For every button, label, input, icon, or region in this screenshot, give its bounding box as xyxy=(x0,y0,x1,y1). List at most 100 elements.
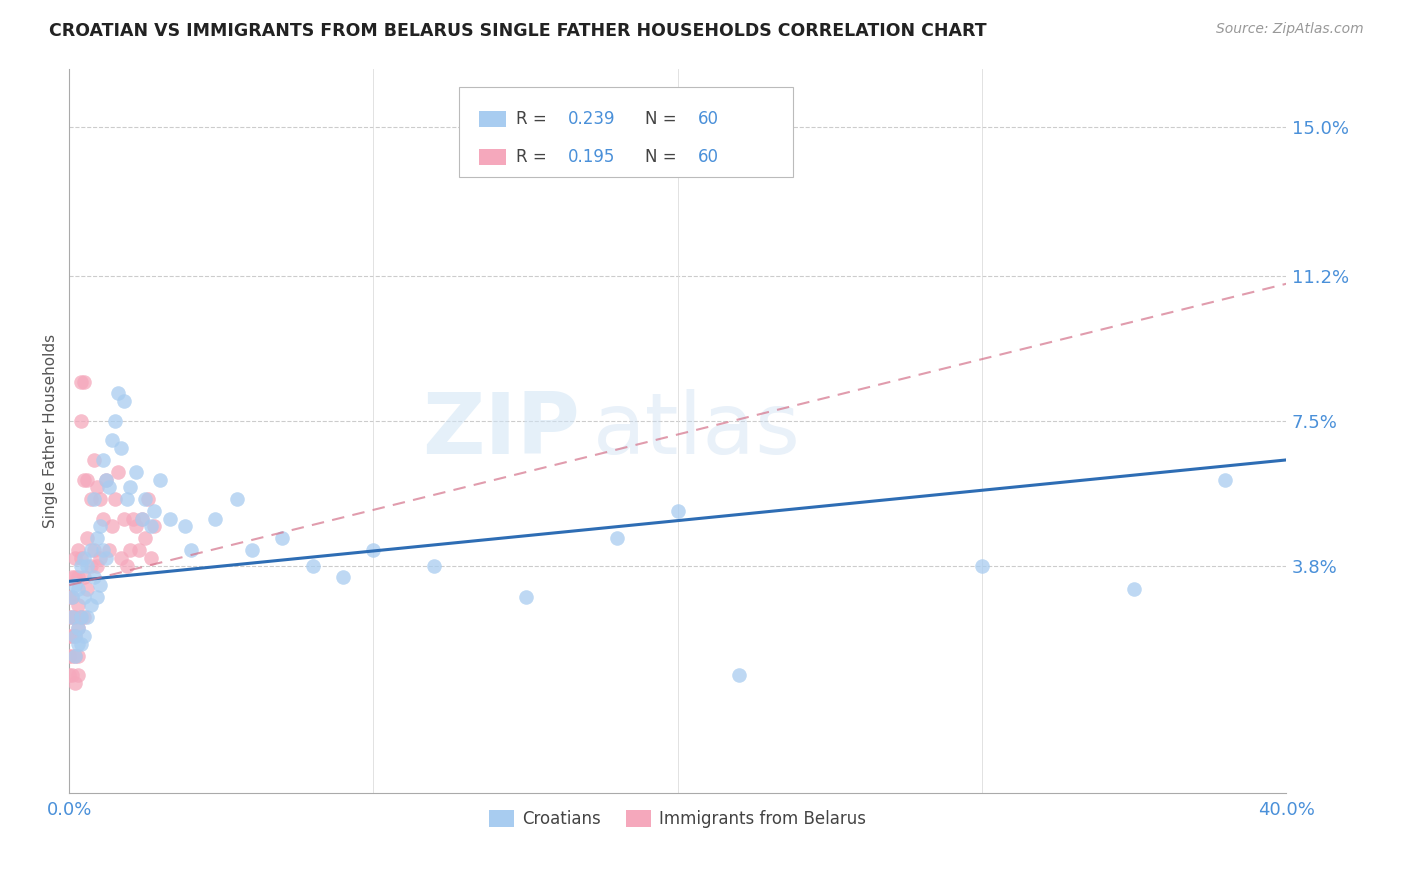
Point xyxy=(970,558,993,573)
Point xyxy=(70,637,93,651)
Point xyxy=(58,668,80,682)
Text: CROATIAN VS IMMIGRANTS FROM BELARUS SINGLE FATHER HOUSEHOLDS CORRELATION CHART: CROATIAN VS IMMIGRANTS FROM BELARUS SING… xyxy=(49,22,987,40)
Point xyxy=(180,543,202,558)
Point xyxy=(423,558,446,573)
Point xyxy=(97,543,120,558)
Point xyxy=(86,531,108,545)
Point xyxy=(73,570,96,584)
Legend: Croatians, Immigrants from Belarus: Croatians, Immigrants from Belarus xyxy=(482,804,873,835)
Point xyxy=(79,558,101,573)
Point xyxy=(86,480,108,494)
Point xyxy=(65,629,87,643)
Point xyxy=(79,598,101,612)
Point xyxy=(666,504,689,518)
Point xyxy=(91,543,114,558)
Point xyxy=(515,590,537,604)
Point xyxy=(60,570,83,584)
Text: 0.195: 0.195 xyxy=(568,148,616,166)
Point xyxy=(83,543,105,558)
Point xyxy=(332,570,354,584)
Point xyxy=(70,609,93,624)
Point xyxy=(65,648,87,663)
Point xyxy=(67,598,90,612)
Point xyxy=(60,590,83,604)
Point xyxy=(136,492,159,507)
Point xyxy=(125,465,148,479)
Point xyxy=(76,531,98,545)
Point xyxy=(67,582,90,596)
Point xyxy=(67,621,90,635)
Bar xyxy=(479,149,506,165)
Point xyxy=(83,453,105,467)
Point xyxy=(134,531,156,545)
Point xyxy=(89,492,111,507)
Point xyxy=(125,519,148,533)
Point xyxy=(122,511,145,525)
Point xyxy=(271,531,294,545)
Point xyxy=(89,578,111,592)
Text: R =: R = xyxy=(516,111,551,128)
Point xyxy=(94,550,117,565)
Point xyxy=(112,394,135,409)
Point xyxy=(143,504,166,518)
Text: 0.239: 0.239 xyxy=(568,111,616,128)
Point xyxy=(727,668,749,682)
Point xyxy=(159,511,181,525)
Point xyxy=(1213,473,1236,487)
Point xyxy=(73,629,96,643)
Text: R =: R = xyxy=(516,148,551,166)
Point xyxy=(149,473,172,487)
Point xyxy=(67,668,90,682)
Point xyxy=(79,543,101,558)
Point xyxy=(65,609,87,624)
Point xyxy=(60,668,83,682)
Point xyxy=(73,473,96,487)
Text: N =: N = xyxy=(645,111,682,128)
Point xyxy=(104,414,127,428)
Point xyxy=(73,550,96,565)
Point xyxy=(73,590,96,604)
Point xyxy=(58,609,80,624)
Text: N =: N = xyxy=(645,148,682,166)
Point xyxy=(65,648,87,663)
Point xyxy=(58,629,80,643)
Point xyxy=(363,543,385,558)
Point xyxy=(112,511,135,525)
Point xyxy=(101,519,124,533)
Text: ZIP: ZIP xyxy=(423,389,581,472)
Point xyxy=(67,621,90,635)
Point xyxy=(120,543,142,558)
Point xyxy=(83,570,105,584)
Point xyxy=(225,492,247,507)
Point xyxy=(110,550,132,565)
Point xyxy=(58,648,80,663)
Point xyxy=(60,629,83,643)
Point xyxy=(67,570,90,584)
Point xyxy=(606,531,628,545)
Point xyxy=(110,441,132,455)
Point xyxy=(67,543,90,558)
FancyBboxPatch shape xyxy=(458,87,793,178)
Point xyxy=(65,676,87,690)
Point xyxy=(131,511,153,525)
Y-axis label: Single Father Households: Single Father Households xyxy=(44,334,58,528)
Point xyxy=(120,480,142,494)
Point xyxy=(89,550,111,565)
Text: 60: 60 xyxy=(699,148,720,166)
Text: atlas: atlas xyxy=(592,389,800,472)
Point xyxy=(131,511,153,525)
Point xyxy=(91,511,114,525)
Point xyxy=(73,609,96,624)
Point xyxy=(89,519,111,533)
Text: 60: 60 xyxy=(699,111,720,128)
Point xyxy=(65,578,87,592)
Point xyxy=(107,465,129,479)
Point xyxy=(115,492,138,507)
Point xyxy=(70,609,93,624)
Point xyxy=(141,519,163,533)
Point xyxy=(70,558,93,573)
Point xyxy=(65,550,87,565)
Point xyxy=(76,609,98,624)
Point xyxy=(143,519,166,533)
Point xyxy=(60,648,83,663)
